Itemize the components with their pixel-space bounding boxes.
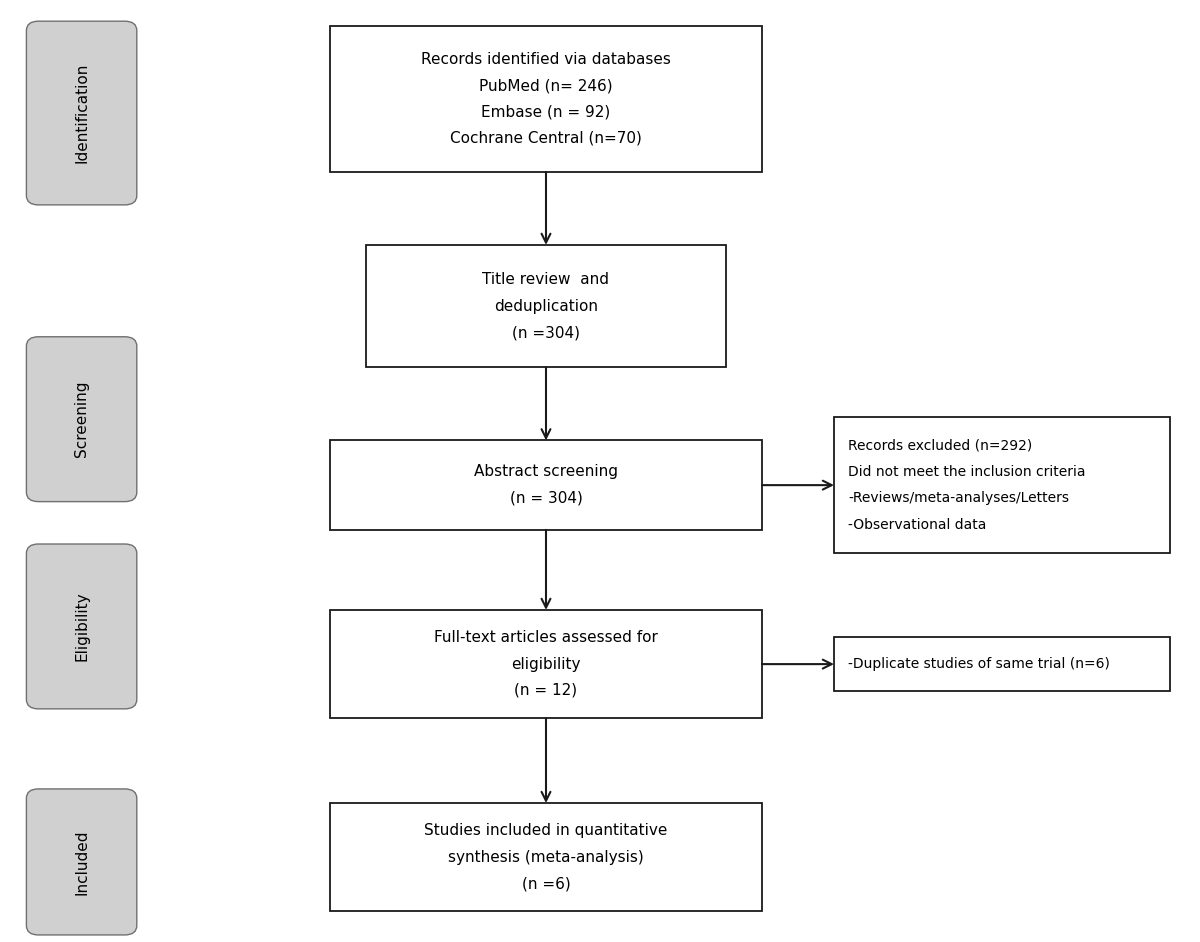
Text: Records identified via databases: Records identified via databases xyxy=(421,52,671,67)
Text: Cochrane Central (n=70): Cochrane Central (n=70) xyxy=(450,131,642,146)
Text: Identification: Identification xyxy=(74,63,89,163)
Text: (n =304): (n =304) xyxy=(512,325,580,340)
Text: (n =6): (n =6) xyxy=(522,876,570,891)
Text: eligibility: eligibility xyxy=(511,657,581,672)
Bar xyxy=(834,416,1170,554)
FancyBboxPatch shape xyxy=(26,337,137,501)
Text: -Duplicate studies of same trial (n=6): -Duplicate studies of same trial (n=6) xyxy=(848,658,1110,671)
FancyBboxPatch shape xyxy=(26,789,137,934)
FancyBboxPatch shape xyxy=(26,544,137,708)
Text: Did not meet the inclusion criteria: Did not meet the inclusion criteria xyxy=(848,465,1086,479)
FancyBboxPatch shape xyxy=(26,22,137,205)
Text: PubMed (n= 246): PubMed (n= 246) xyxy=(479,78,613,93)
Text: Title review  and: Title review and xyxy=(482,272,610,287)
Text: Studies included in quantitative: Studies included in quantitative xyxy=(425,823,667,838)
Bar xyxy=(366,245,726,367)
Bar xyxy=(834,637,1170,691)
Bar xyxy=(330,441,762,529)
Text: (n = 12): (n = 12) xyxy=(515,683,577,698)
Text: Eligibility: Eligibility xyxy=(74,592,89,661)
Text: synthesis (meta-analysis): synthesis (meta-analysis) xyxy=(448,850,644,865)
Text: Records excluded (n=292): Records excluded (n=292) xyxy=(848,439,1033,452)
Text: Screening: Screening xyxy=(74,381,89,458)
Text: Included: Included xyxy=(74,829,89,895)
Bar xyxy=(330,803,762,912)
Text: Abstract screening: Abstract screening xyxy=(474,464,618,479)
Text: -Observational data: -Observational data xyxy=(848,518,986,531)
Bar xyxy=(330,610,762,718)
Bar xyxy=(330,25,762,171)
Text: deduplication: deduplication xyxy=(494,299,598,314)
Text: -Reviews/meta-analyses/Letters: -Reviews/meta-analyses/Letters xyxy=(848,492,1069,505)
Text: Full-text articles assessed for: Full-text articles assessed for xyxy=(434,630,658,645)
Text: Embase (n = 92): Embase (n = 92) xyxy=(481,105,611,120)
Text: (n = 304): (n = 304) xyxy=(510,491,582,506)
